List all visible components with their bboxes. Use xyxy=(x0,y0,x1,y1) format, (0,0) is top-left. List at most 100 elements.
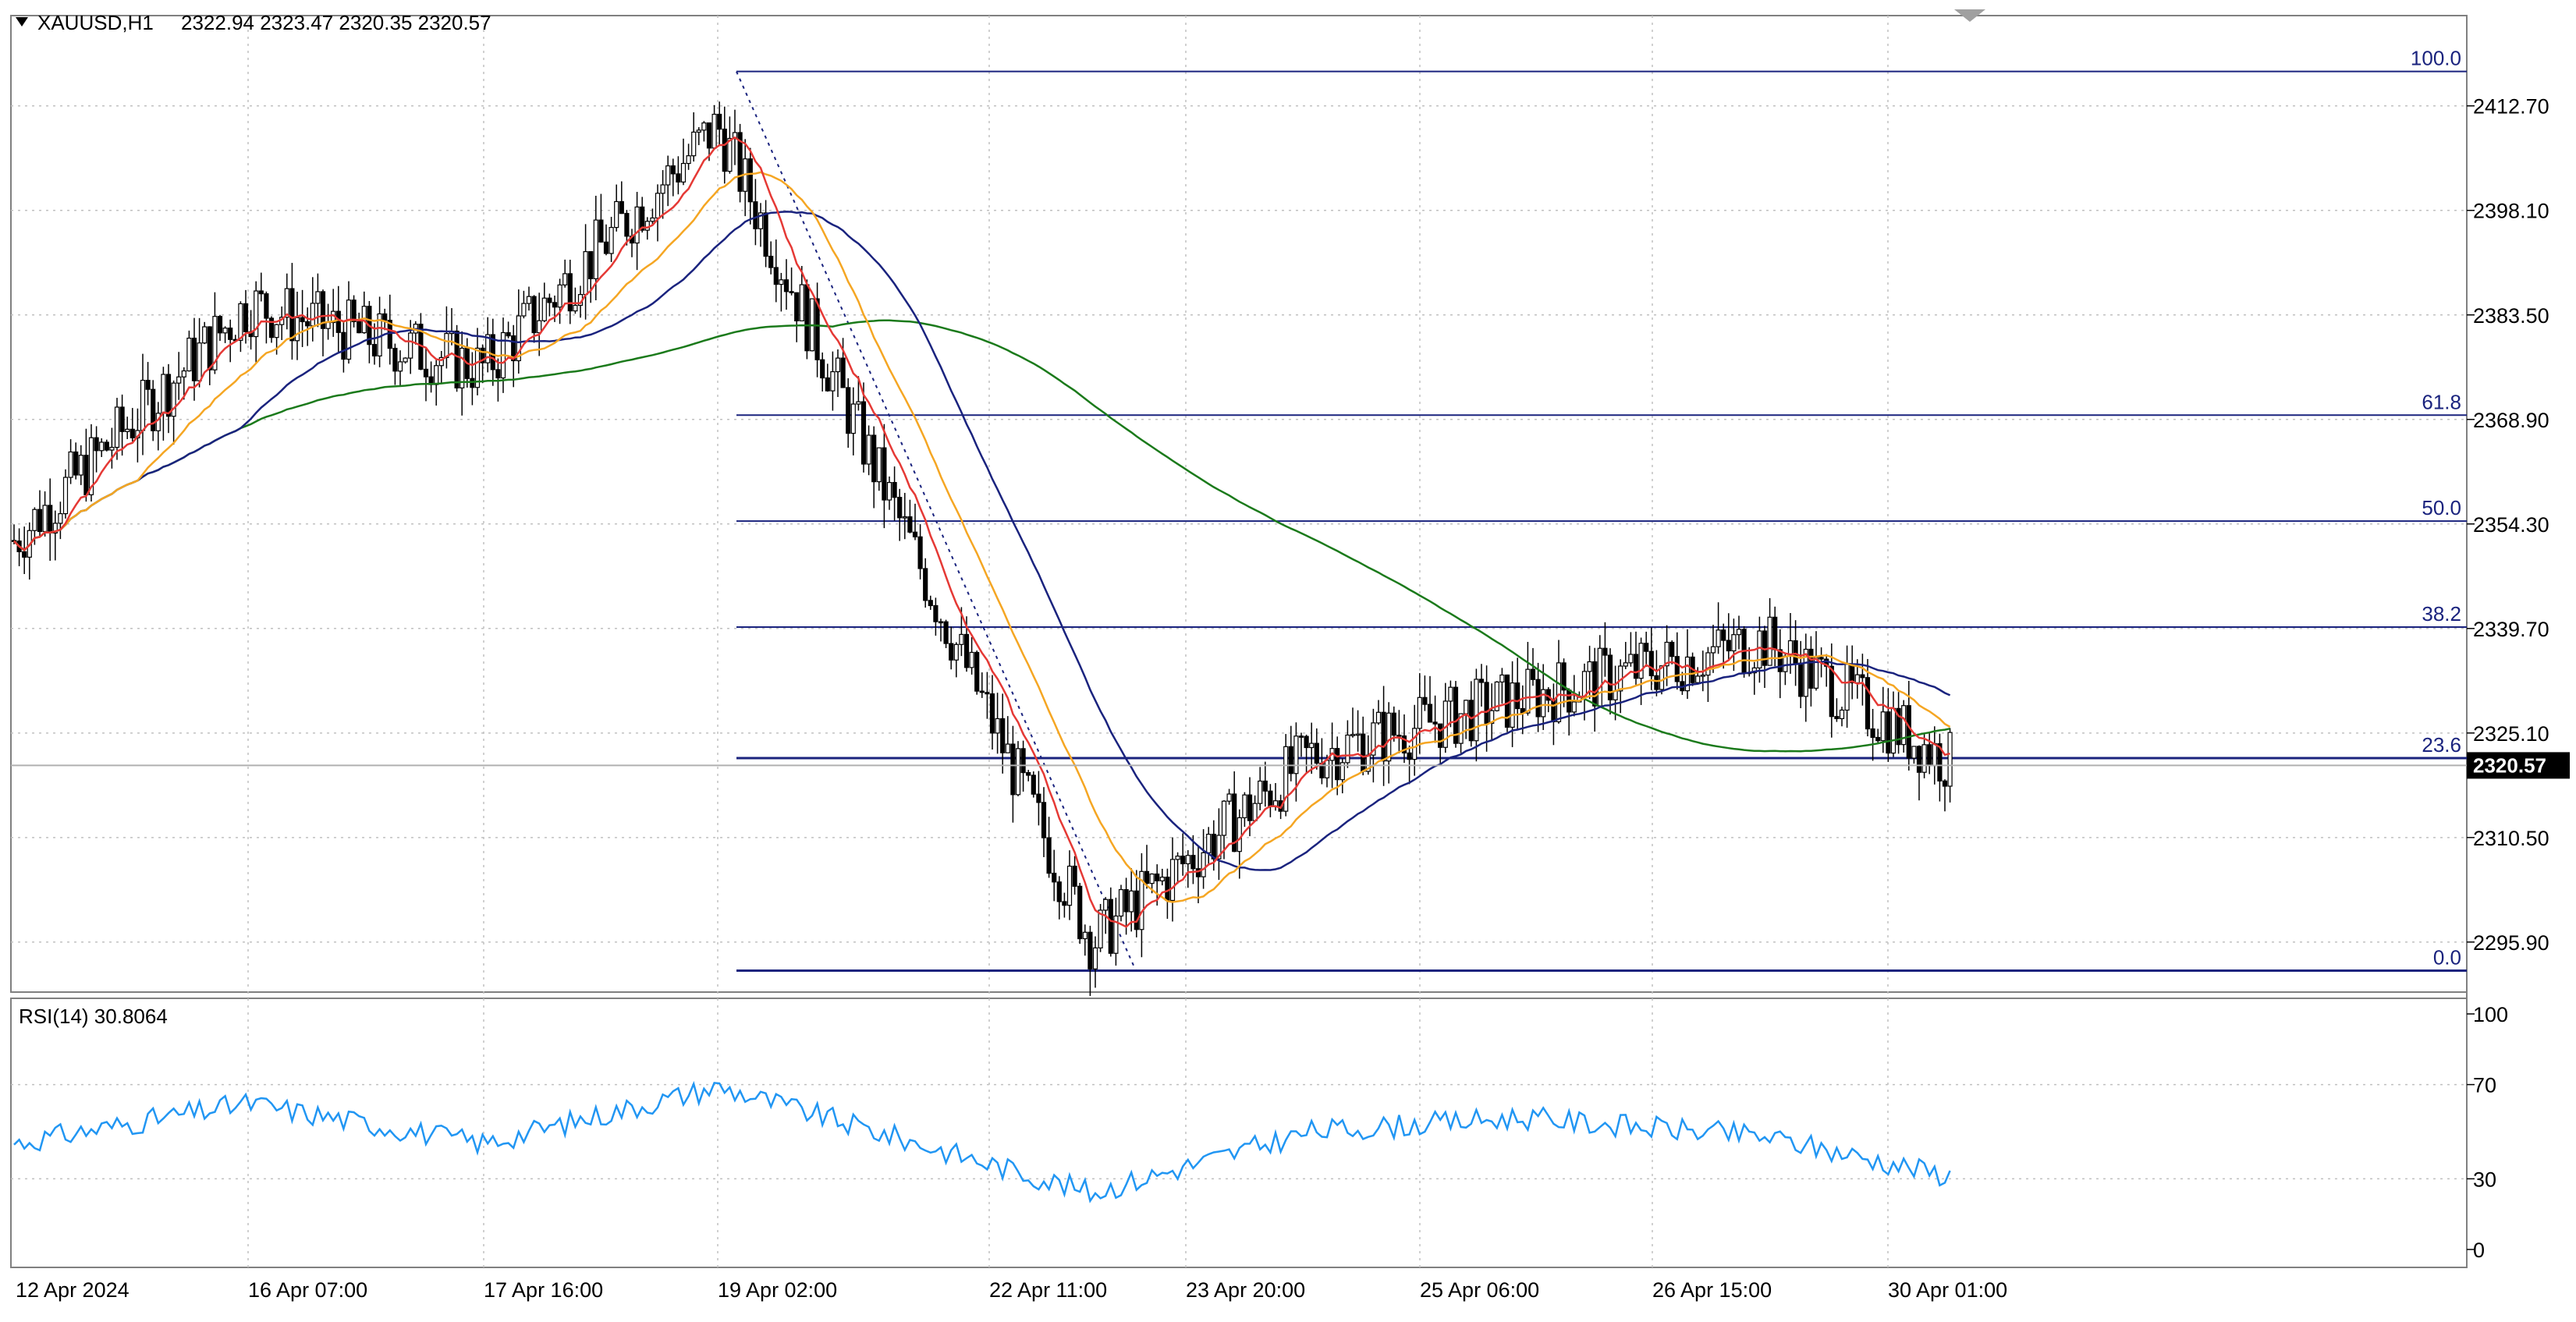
candle-body xyxy=(320,291,326,329)
candle-body xyxy=(1478,679,1485,683)
candle-body xyxy=(686,155,691,165)
candle-body xyxy=(1005,743,1010,753)
candle-body xyxy=(1169,859,1176,902)
candle-body xyxy=(1129,890,1134,913)
chevron-down-icon[interactable] xyxy=(16,17,28,27)
ma-long-line xyxy=(13,319,1950,753)
candle-body xyxy=(1890,707,1897,754)
candle-body xyxy=(1489,710,1495,724)
candle-body xyxy=(1247,794,1253,821)
candle-body xyxy=(1464,700,1469,714)
candle-body xyxy=(181,370,186,377)
candle-body xyxy=(846,387,851,434)
candle-body xyxy=(537,320,542,334)
time-tick: 25 Apr 06:00 xyxy=(1420,1278,1539,1302)
candle-body xyxy=(1293,735,1299,774)
candle-body xyxy=(1211,834,1216,859)
candle-body xyxy=(1062,901,1067,906)
candle-body xyxy=(1669,641,1675,657)
candle-body xyxy=(1927,744,1932,767)
candle-body xyxy=(238,303,243,341)
candle-body xyxy=(438,356,444,367)
candle-body xyxy=(598,219,604,243)
fib-level-label: 23.6 xyxy=(2422,733,2461,757)
price-tick: 2368.90 xyxy=(2473,409,2549,432)
candle-body xyxy=(1710,646,1716,654)
candle-body xyxy=(1020,748,1026,774)
candle-body xyxy=(614,200,619,229)
time-axis: 12 Apr 2024 16 Apr 07:00 17 Apr 16:00 19… xyxy=(16,1278,2007,1302)
candle-body xyxy=(1844,663,1850,711)
candle-body xyxy=(963,633,970,668)
candle-body xyxy=(228,328,233,340)
candle-body xyxy=(1185,855,1190,865)
time-tick: 19 Apr 02:00 xyxy=(718,1278,837,1302)
candle-body xyxy=(912,531,918,537)
candle-body xyxy=(557,284,562,308)
candle-body xyxy=(485,334,491,363)
candle-body xyxy=(593,219,598,279)
candle-body xyxy=(650,217,655,222)
candle-body xyxy=(1103,898,1109,911)
candle-body xyxy=(1412,728,1418,760)
price-tick: 2412.70 xyxy=(2473,95,2549,119)
price-tick: 2383.50 xyxy=(2473,304,2549,328)
candle-body xyxy=(1237,817,1242,852)
candle-body xyxy=(1937,743,1943,782)
candle-body xyxy=(207,326,212,370)
candle-body xyxy=(1648,650,1654,676)
candle-body xyxy=(1432,721,1438,725)
candle-body xyxy=(1118,889,1124,917)
candle-body xyxy=(830,370,836,392)
candle-body xyxy=(1175,856,1180,860)
candle-body xyxy=(268,317,275,338)
candle-body xyxy=(1082,931,1088,940)
candle-body xyxy=(1850,663,1855,684)
candle-body xyxy=(119,406,125,432)
price-tick: 2339.70 xyxy=(2473,618,2549,641)
candle-body xyxy=(1587,661,1592,672)
candle-body xyxy=(1581,671,1588,698)
candle-body xyxy=(315,291,321,304)
candle-body xyxy=(1258,780,1263,804)
candle-body xyxy=(1232,793,1237,852)
candle-body xyxy=(470,377,475,388)
candle-body xyxy=(1350,734,1356,736)
fib-level-label: 100.0 xyxy=(2411,47,2461,70)
candle-body xyxy=(1504,674,1510,728)
candle-body xyxy=(454,330,459,388)
candle-body xyxy=(68,451,73,478)
candle-body xyxy=(62,477,69,515)
candle-body xyxy=(22,551,27,558)
candle-body xyxy=(1644,643,1649,652)
candle-body xyxy=(305,321,310,327)
candle-body xyxy=(1314,743,1319,764)
candle-body xyxy=(1438,723,1443,748)
candle-body xyxy=(1066,865,1073,906)
candle-body xyxy=(676,173,681,183)
rsi-level: 100 xyxy=(2473,1003,2508,1026)
shift-marker-icon[interactable] xyxy=(1954,9,1985,22)
candle-body xyxy=(114,406,120,448)
candle-body xyxy=(1731,634,1737,652)
candle-body xyxy=(691,131,697,157)
candle-body xyxy=(1484,682,1489,724)
rsi-grid xyxy=(11,1013,2475,1250)
candle-body xyxy=(634,206,640,244)
candle-body xyxy=(1324,760,1330,778)
candle-body xyxy=(1767,616,1772,666)
candle-body xyxy=(1726,640,1731,652)
candle-body xyxy=(1304,735,1309,749)
candle-body xyxy=(660,184,665,194)
candle-body xyxy=(850,403,856,434)
candle-body xyxy=(1834,716,1840,719)
candle-body xyxy=(78,455,83,476)
candle-body xyxy=(897,497,903,519)
candle-body xyxy=(1777,649,1783,672)
price-tick: 2398.10 xyxy=(2473,200,2549,223)
symbol-label: XAUUSD,H1 xyxy=(37,11,154,34)
candle-body xyxy=(516,315,521,362)
candle-body xyxy=(1159,877,1165,882)
candle-body xyxy=(48,505,53,534)
candle-body xyxy=(161,374,166,414)
